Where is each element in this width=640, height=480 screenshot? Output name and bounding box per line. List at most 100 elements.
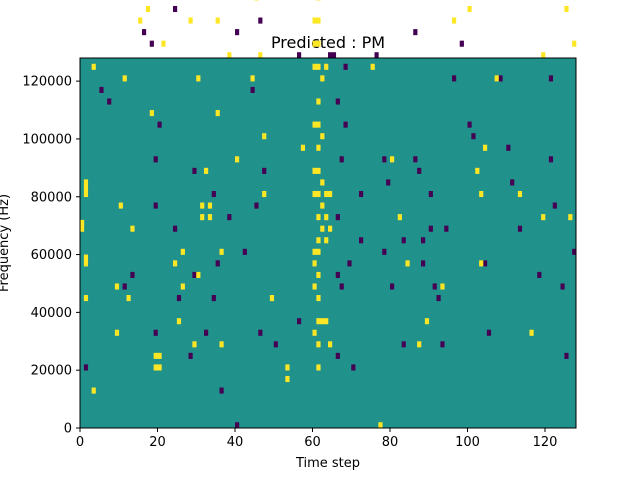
heatmap-cell-low: [432, 283, 437, 290]
heatmap-cell-high: [207, 214, 213, 221]
y-tick-label: 120000: [22, 75, 72, 90]
heatmap-cell-high: [91, 387, 96, 394]
heatmap-cell-low: [153, 329, 158, 336]
heatmap-cell-low: [335, 98, 340, 105]
heatmap-cell-high: [475, 167, 480, 174]
heatmap-cell-low: [153, 202, 158, 209]
heatmap-cell-high: [378, 422, 383, 429]
heatmap-cell-low: [459, 40, 464, 47]
heatmap-cell-high: [316, 40, 321, 47]
heatmap-cell-high: [285, 364, 290, 371]
heatmap-cell-low: [417, 167, 422, 174]
heatmap-cell-low: [204, 329, 209, 336]
chart-title: Predicted : PM: [271, 33, 385, 52]
heatmap-cell-high: [316, 248, 321, 255]
heatmap-cell-high: [324, 214, 329, 221]
heatmap-cell-high: [479, 190, 484, 198]
heatmap-cell-low: [428, 225, 433, 232]
heatmap-cell-low: [262, 167, 267, 174]
heatmap-cell-high: [397, 214, 402, 221]
heatmap-cell-high: [200, 214, 205, 221]
heatmap-cell-high: [479, 260, 484, 267]
heatmap-cell-low: [444, 225, 449, 232]
heatmap-cell-high: [126, 295, 131, 302]
heatmap-cell-high: [215, 110, 220, 117]
heatmap-cell-high: [320, 179, 325, 186]
heatmap-cell-high: [258, 52, 263, 59]
heatmap-cell-low: [440, 341, 445, 348]
heatmap-cell-low: [130, 271, 135, 278]
x-axis: 0 20 40 60 80 100 120: [76, 428, 557, 450]
x-tick-label: 100: [455, 435, 480, 450]
heatmap-cell-high: [316, 364, 321, 371]
heatmap-cell-high: [300, 144, 306, 151]
heatmap-cell-low: [537, 271, 542, 278]
heatmap-cell-high: [80, 219, 85, 226]
heatmap-cell-high: [145, 5, 151, 13]
heatmap-cell-high: [312, 40, 317, 47]
heatmap-cell-high: [161, 40, 166, 47]
heatmap-cell-high: [405, 260, 410, 267]
heatmap-cell-high: [250, 75, 255, 82]
heatmap-cell-high: [320, 133, 325, 140]
heatmap-cell-low: [149, 40, 154, 47]
heatmap-cell-high: [312, 167, 317, 174]
heatmap-cell-low: [192, 271, 197, 278]
y-tick-label: 0: [64, 422, 72, 437]
heatmap-cell-high: [370, 63, 375, 70]
heatmap-cell-high: [312, 63, 317, 70]
heatmap-cell-high: [149, 110, 154, 117]
heatmap-cell-high: [153, 364, 158, 371]
heatmap-cell-high: [114, 283, 120, 290]
heatmap-cell-low: [428, 190, 433, 198]
x-tick-label: 60: [304, 435, 321, 450]
heatmap-cell-low: [219, 387, 224, 394]
heatmap-cell-high: [157, 352, 162, 359]
heatmap-cell-low: [572, 248, 577, 255]
heatmap-cell-high: [316, 237, 321, 244]
heatmap-cell-high: [176, 318, 182, 325]
heatmap-cell-high: [452, 17, 457, 24]
y-tick-label: 80000: [31, 190, 72, 205]
heatmap-cell-low: [401, 237, 406, 244]
heatmap-cell-low: [343, 63, 348, 70]
heatmap-cell-high: [424, 318, 430, 325]
heatmap-cell-high: [541, 214, 546, 221]
heatmap-cell-high: [316, 341, 321, 348]
heatmap-cell-low: [374, 52, 379, 59]
heatmap-cell-high: [196, 75, 201, 82]
heatmap-cell-low: [351, 364, 356, 371]
heatmap-cell-low: [436, 295, 441, 302]
x-tick-label: 20: [149, 435, 166, 450]
heatmap-cell-low: [173, 225, 178, 232]
heatmap-cell-low: [235, 422, 240, 429]
heatmap-cell-high: [262, 133, 267, 140]
heatmap-cell-low: [339, 156, 344, 163]
heatmap-cell-high: [83, 260, 89, 267]
y-tick-label: 100000: [22, 132, 72, 147]
heatmap-cell-high: [572, 40, 577, 47]
heatmap-cell-low: [510, 179, 515, 186]
heatmap-cell-high: [316, 271, 321, 278]
heatmap-cell-high: [153, 352, 158, 359]
heatmap-cell-low: [328, 52, 333, 59]
heatmap-cell-high: [541, 52, 546, 59]
heatmap-cell-high: [328, 341, 333, 348]
heatmap-cell-high: [320, 318, 325, 325]
heatmap-cell-high: [517, 190, 523, 198]
heatmap-cell-low: [413, 156, 418, 163]
heatmap-cell-high: [316, 17, 321, 24]
heatmap-cell-low: [421, 237, 426, 244]
heatmap-cell-low: [386, 179, 391, 186]
heatmap-cell-high: [219, 248, 224, 255]
heatmap-cell-high: [83, 295, 89, 302]
heatmap-cell-low: [452, 75, 457, 82]
heatmap-cell-high: [262, 190, 267, 198]
y-axis-label: Frequency (Hz): [0, 194, 12, 292]
heatmap-cell-high: [269, 295, 275, 302]
heatmap-cell-low: [339, 283, 344, 290]
heatmap-cell-low: [331, 52, 337, 59]
heatmap-cell-high: [173, 260, 178, 267]
heatmap-cell-low: [390, 283, 395, 290]
heatmap-cell-low: [335, 271, 340, 278]
